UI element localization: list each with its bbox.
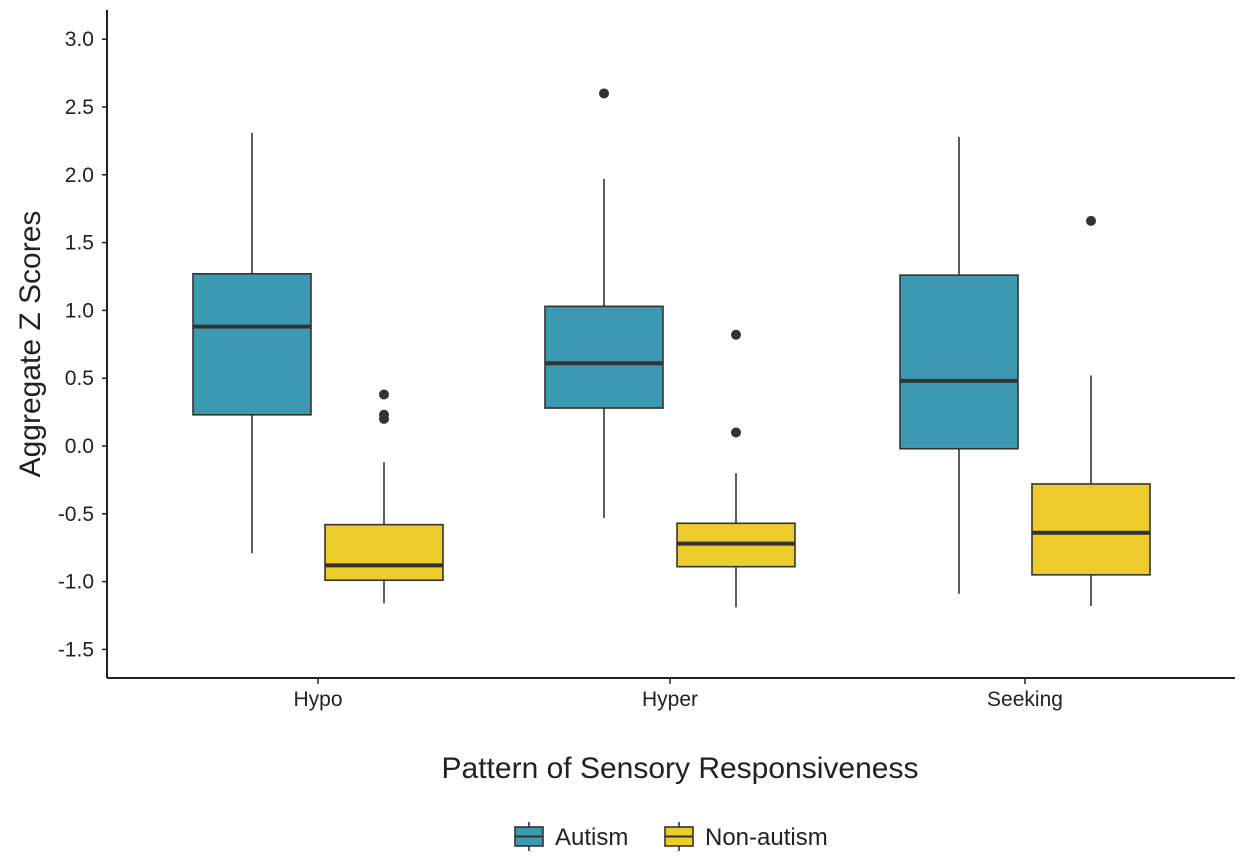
y-tick-label: -0.5: [58, 503, 94, 526]
legend-item-autism: Autism: [514, 822, 628, 851]
outlier-point: [1086, 215, 1096, 226]
y-tick-label: 1.0: [65, 299, 94, 322]
outlier-point: [731, 427, 741, 438]
y-tick-label: 2.5: [65, 96, 94, 119]
y-tick-label: 0.0: [65, 435, 94, 458]
y-ticks: 3.0 2.5 2.0 1.5 1.0 0.5 0.0 -0.5 -1.0 -1.5: [58, 28, 107, 661]
legend: Autism Non-autism: [514, 822, 828, 851]
y-tick-label: 2.0: [65, 164, 94, 187]
box-non-autism-seeking: [1031, 215, 1151, 607]
x-axis-title: Pattern of Sensory Responsiveness: [442, 752, 919, 785]
outlier-point: [731, 329, 741, 340]
outlier-point: [379, 389, 389, 400]
y-tick-label: 0.5: [65, 367, 94, 390]
x-tick-label: Hypo: [293, 688, 342, 711]
boxes-layer: [192, 88, 1151, 608]
y-tick-label: -1.5: [58, 638, 94, 661]
box-autism-seeking: [899, 136, 1019, 594]
box-iqr: [324, 523, 444, 582]
x-tick-label: Hyper: [642, 688, 698, 711]
outlier-point: [599, 88, 609, 99]
box-autism-hypo: [192, 132, 312, 554]
box-non-autism-hypo: [324, 389, 444, 604]
box-iqr: [192, 272, 312, 416]
x-ticks: Hypo Hyper Seeking: [293, 678, 1063, 711]
legend-label: Autism: [555, 824, 628, 851]
y-tick-label: -1.0: [58, 571, 94, 594]
box-non-autism-hyper: [676, 329, 796, 608]
box-iqr: [899, 274, 1019, 450]
box-iqr: [544, 305, 664, 409]
y-tick-label: 3.0: [65, 28, 94, 51]
outlier-point: [379, 409, 389, 420]
box-iqr: [1031, 483, 1151, 576]
x-tick-label: Seeking: [987, 688, 1063, 711]
legend-label: Non-autism: [705, 824, 828, 851]
y-tick-label: 1.5: [65, 232, 94, 255]
y-axis-title: Aggregate Z Scores: [14, 211, 47, 478]
box-autism-hyper: [544, 88, 664, 518]
legend-item-non-autism: Non-autism: [664, 822, 828, 851]
